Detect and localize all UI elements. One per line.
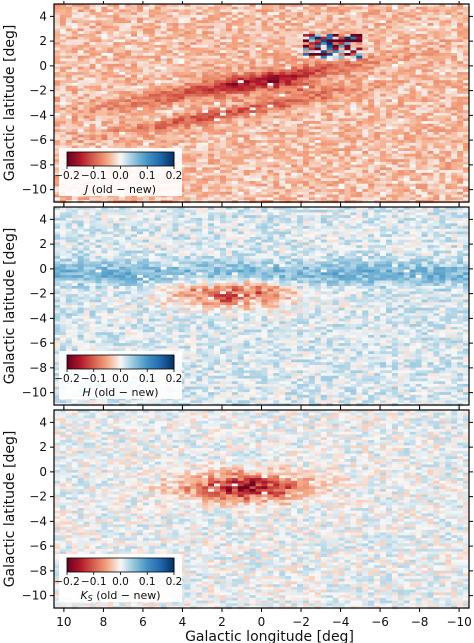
colorbar-tick-label: −0.2 <box>54 170 80 182</box>
ytick-label: −10 <box>22 589 47 603</box>
xtick-label: −4 <box>332 615 350 629</box>
ytick-label: −4 <box>29 108 47 122</box>
xtick-label: 4 <box>179 615 187 629</box>
colorbar-tick-label: 0.0 <box>112 373 129 385</box>
ytick-label: −6 <box>29 133 47 147</box>
ytick-label: −4 <box>29 514 47 528</box>
ytick-label: 0 <box>39 262 47 276</box>
x-axis-label: Galactic longitude [deg] <box>185 629 354 643</box>
colorbar-tick-label: 0.2 <box>166 373 183 385</box>
y-axis-label: Galactic latitude [deg] <box>2 228 18 385</box>
ytick-label: 2 <box>39 34 47 48</box>
ytick-label: −6 <box>29 336 47 350</box>
colorbar-2: −0.2 −0.1 0.0 0.1 0.2 H (old − new) <box>54 351 182 399</box>
colorbar-3: −0.2 −0.1 0.0 0.1 0.2 KS (old − new) <box>54 554 182 603</box>
colorbar-label: H (old − new) <box>82 386 158 399</box>
xtick-label: −10 <box>446 615 471 629</box>
colorbar-tick-label: −0.1 <box>81 373 107 385</box>
panel-2: 4 2 0 −2 −4 −6 −8 −10 Galactic latitude [deg] −0.… <box>2 204 473 409</box>
colorbar-tick-label: 0.1 <box>139 170 156 182</box>
ytick-label: 2 <box>39 237 47 251</box>
panel-1: 4 2 0 −2 −4 −6 −8 −10 Galactic latitude [deg] −0.… <box>2 1 473 206</box>
ytick-label: −10 <box>22 183 47 197</box>
xtick-label: −6 <box>371 615 389 629</box>
ytick-label: −4 <box>29 311 47 325</box>
colorbar-tick-label: 0.1 <box>139 373 156 385</box>
ytick-label: −2 <box>29 287 47 301</box>
ytick-label: 0 <box>39 465 47 479</box>
colorbar-tick-label: 0.0 <box>112 170 129 182</box>
ytick-label: 4 <box>39 212 47 226</box>
ytick-label: 4 <box>39 9 47 23</box>
y-axis-label: Galactic latitude [deg] <box>2 431 18 588</box>
xtick-label: 10 <box>56 615 71 629</box>
xtick-label: 2 <box>218 615 226 629</box>
ytick-label: −8 <box>29 564 47 578</box>
ytick-label: −6 <box>29 539 47 553</box>
colorbar-tick-label: 0.1 <box>139 576 156 588</box>
ytick-label: −2 <box>29 84 47 98</box>
ytick-label: 0 <box>39 59 47 73</box>
ytick-label: −8 <box>29 158 47 172</box>
ytick-label: 4 <box>39 415 47 429</box>
ytick-label: −8 <box>29 361 47 375</box>
heatmap-1 <box>54 4 470 204</box>
panel-3: 4 2 0 −2 −4 −6 −8 −10 10 8 6 4 2 0 −2 −4 −6 −8 −10 Galactic… <box>2 407 473 643</box>
xtick-label: −2 <box>292 615 310 629</box>
xtick-label: 6 <box>139 615 147 629</box>
y-axis-label: Galactic latitude [deg] <box>2 25 18 182</box>
colorbar-1: −0.2 −0.1 0.0 0.1 0.2 J (old − new) <box>54 148 182 196</box>
colorbar-label: KS (old − new) <box>80 589 160 603</box>
ytick-label: −10 <box>22 386 47 400</box>
colorbar-tick-label: −0.1 <box>81 170 107 182</box>
colorbar-tick-label: −0.2 <box>54 576 80 588</box>
colorbar-tick-label: −0.1 <box>81 576 107 588</box>
colorbar-tick-label: 0.2 <box>166 170 183 182</box>
ytick-label: 2 <box>39 440 47 454</box>
xtick-label: 8 <box>100 615 108 629</box>
colorbar-label: J (old − new) <box>83 183 156 196</box>
colorbar-tick-label: −0.2 <box>54 373 80 385</box>
colorbar-tick-label: 0.0 <box>112 576 129 588</box>
heatmap-2 <box>54 207 470 407</box>
ytick-label: −2 <box>29 490 47 504</box>
xtick-label: −8 <box>411 615 429 629</box>
colorbar-tick-label: 0.2 <box>166 576 183 588</box>
xtick-label: 0 <box>258 615 266 629</box>
